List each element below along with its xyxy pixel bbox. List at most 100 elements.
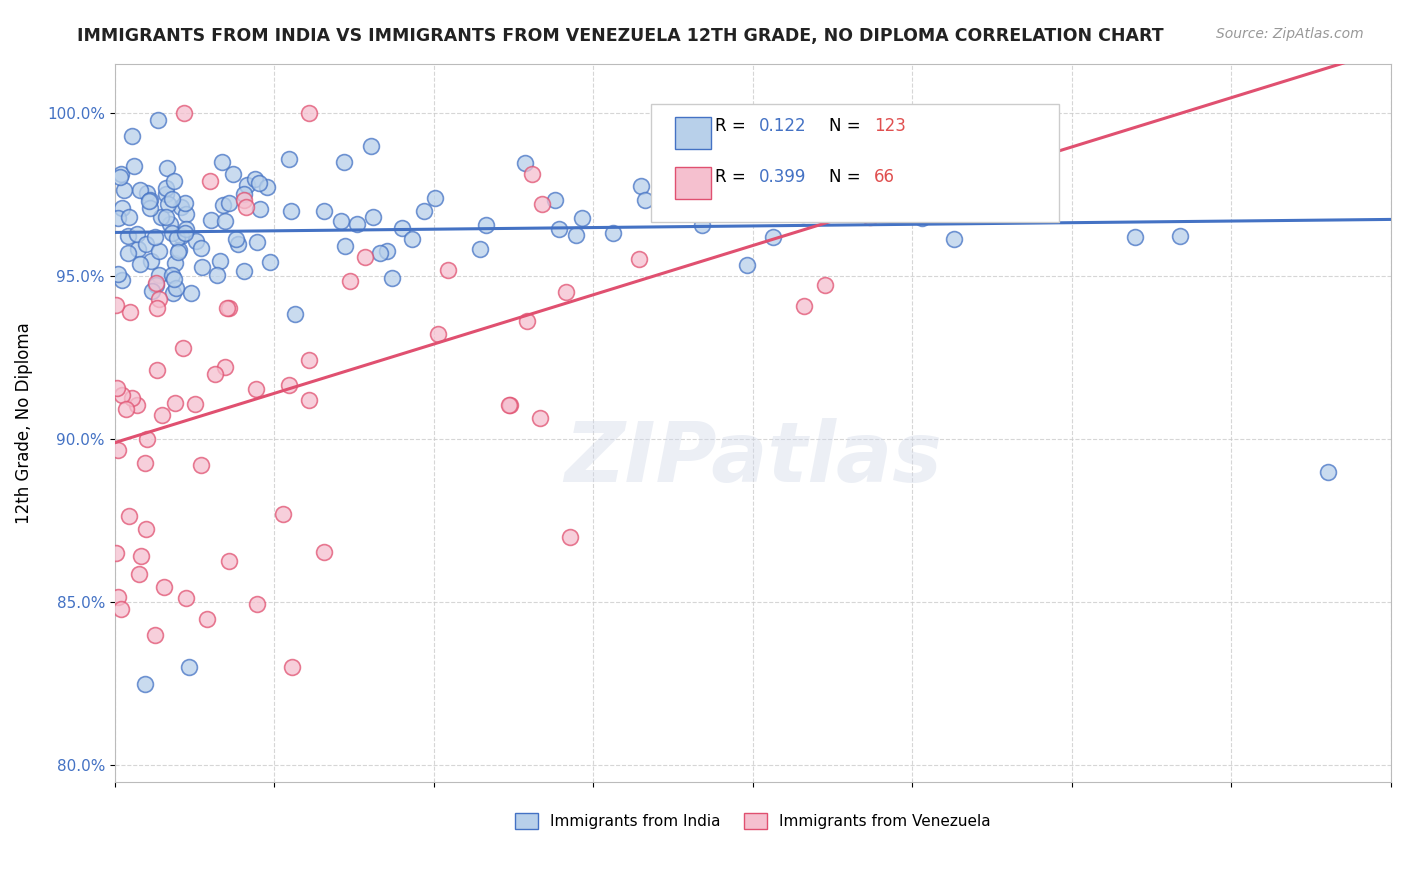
- Point: [222, 167, 245, 181]
- Point: [298, 106, 321, 120]
- Point: [112, 183, 135, 197]
- Point: [725, 168, 748, 182]
- Point: [174, 207, 197, 221]
- Point: [425, 191, 447, 205]
- Point: [339, 274, 361, 288]
- Point: [346, 218, 368, 232]
- Point: [163, 174, 186, 188]
- FancyBboxPatch shape: [675, 168, 710, 199]
- Point: [793, 299, 815, 313]
- Text: ZIPatlas: ZIPatlas: [564, 418, 942, 500]
- Point: [200, 212, 222, 227]
- Point: [353, 250, 375, 264]
- Point: [233, 193, 256, 207]
- Point: [184, 397, 207, 411]
- Point: [312, 545, 335, 559]
- Point: [225, 232, 247, 246]
- Point: [381, 270, 404, 285]
- Point: [792, 207, 814, 221]
- Point: [174, 226, 197, 240]
- Point: [127, 242, 149, 256]
- Point: [160, 193, 183, 207]
- Point: [547, 222, 569, 236]
- Point: [110, 602, 132, 616]
- Point: [226, 237, 249, 252]
- Point: [118, 305, 141, 319]
- Text: 0.399: 0.399: [759, 169, 807, 186]
- Point: [233, 264, 256, 278]
- Point: [498, 398, 520, 412]
- Point: [544, 193, 567, 207]
- Point: [139, 201, 162, 215]
- Point: [278, 378, 301, 392]
- Point: [281, 660, 304, 674]
- Point: [205, 268, 228, 283]
- Point: [1317, 465, 1340, 479]
- Point: [136, 432, 159, 446]
- Point: [131, 549, 153, 563]
- Point: [235, 200, 257, 214]
- Point: [146, 363, 169, 377]
- Point: [891, 199, 914, 213]
- Point: [139, 193, 162, 207]
- Point: [530, 197, 553, 211]
- Point: [236, 178, 259, 192]
- Point: [117, 229, 139, 244]
- Point: [172, 341, 194, 355]
- Point: [783, 106, 806, 120]
- Point: [475, 218, 498, 232]
- Point: [735, 258, 758, 272]
- Point: [214, 213, 236, 227]
- Point: [174, 195, 197, 210]
- Point: [195, 611, 218, 625]
- Point: [107, 590, 129, 604]
- Point: [1123, 230, 1146, 244]
- Point: [148, 112, 170, 127]
- Point: [529, 410, 551, 425]
- Point: [333, 238, 356, 252]
- Point: [560, 530, 582, 544]
- Point: [155, 180, 177, 194]
- Point: [375, 244, 398, 258]
- Point: [184, 234, 207, 248]
- Point: [150, 409, 173, 423]
- Point: [105, 298, 128, 312]
- Point: [139, 253, 162, 268]
- Y-axis label: 12th Grade, No Diploma: 12th Grade, No Diploma: [15, 322, 32, 524]
- Point: [138, 194, 160, 209]
- Point: [143, 230, 166, 244]
- Point: [145, 278, 167, 293]
- Point: [135, 522, 157, 536]
- Point: [218, 195, 240, 210]
- Point: [249, 202, 271, 216]
- Point: [256, 180, 278, 194]
- Point: [280, 203, 302, 218]
- Point: [942, 231, 965, 245]
- Point: [859, 210, 882, 224]
- Point: [363, 211, 385, 225]
- Point: [122, 159, 145, 173]
- Point: [115, 401, 138, 416]
- Point: [707, 160, 730, 174]
- Point: [218, 554, 240, 568]
- Point: [117, 246, 139, 260]
- Point: [911, 211, 934, 225]
- Point: [177, 660, 200, 674]
- Point: [218, 301, 240, 315]
- Point: [174, 591, 197, 605]
- Point: [105, 546, 128, 560]
- Point: [121, 391, 143, 405]
- Point: [145, 276, 167, 290]
- Point: [170, 228, 193, 243]
- Point: [162, 286, 184, 301]
- Point: [298, 392, 321, 407]
- Point: [259, 254, 281, 268]
- Point: [731, 170, 754, 185]
- Point: [125, 227, 148, 242]
- Point: [117, 509, 139, 524]
- Text: Source: ZipAtlas.com: Source: ZipAtlas.com: [1216, 27, 1364, 41]
- Point: [107, 267, 129, 281]
- Point: [163, 272, 186, 286]
- Point: [148, 268, 170, 282]
- Point: [468, 242, 491, 256]
